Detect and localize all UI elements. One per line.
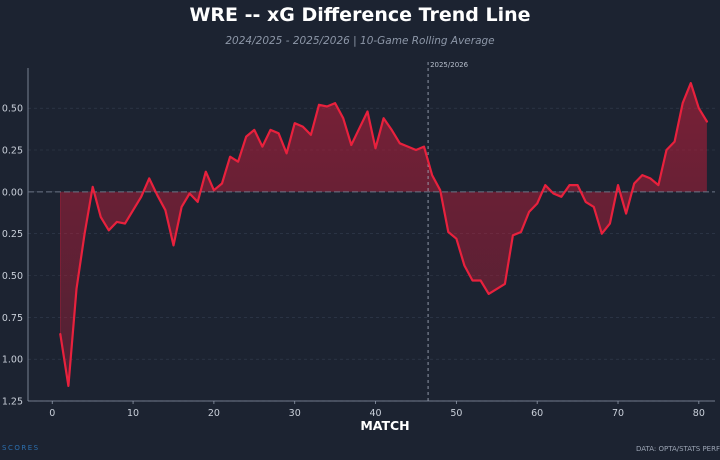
y-tick-label: 0.50	[2, 104, 23, 115]
area-fill	[60, 83, 707, 386]
footer-source: DATA: OPTA/STATS PERF	[636, 445, 720, 453]
season-split-label: 2025/2026	[430, 61, 469, 69]
y-tick-labels: 0.50 0.25 0.00 0.25 0.50 0.75 1.00 1.25	[2, 104, 23, 408]
season-split: 2025/2026	[427, 61, 469, 401]
y-tick-label: 0.25	[2, 145, 23, 156]
y-tick-label: 0.25	[2, 229, 23, 240]
chart-title: WRE -- xG Difference Trend Line	[189, 4, 530, 26]
x-axis-label: MATCH	[360, 418, 409, 433]
y-tick-label: 0.00	[2, 187, 23, 198]
chart-subtitle: 2024/2025 - 2025/2026 | 10-Game Rolling …	[225, 35, 494, 47]
x-tick-label: 10	[127, 408, 139, 419]
series-line	[59, 82, 708, 387]
y-tick-label: 0.50	[2, 271, 23, 282]
x-tick-label: 60	[531, 408, 543, 419]
y-tick-label: 1.25	[2, 397, 23, 408]
x-tick-label: 70	[612, 408, 624, 419]
footer-brand: SCORES	[2, 444, 40, 452]
area-fill-path	[60, 83, 707, 386]
series-line-group	[59, 82, 708, 387]
x-tick-labels: 0 10 20 30 40 50 60 70 80	[49, 408, 705, 419]
x-tick-label: 30	[289, 408, 301, 419]
x-tick-label: 20	[208, 408, 220, 419]
y-tick-label: 0.75	[2, 313, 23, 324]
x-tick-label: 80	[693, 408, 705, 419]
axes	[27, 68, 715, 404]
x-tick-label: 0	[49, 408, 55, 419]
x-tick-label: 40	[369, 408, 381, 419]
x-tick-label: 50	[450, 408, 462, 419]
y-tick-label: 1.00	[2, 355, 23, 366]
